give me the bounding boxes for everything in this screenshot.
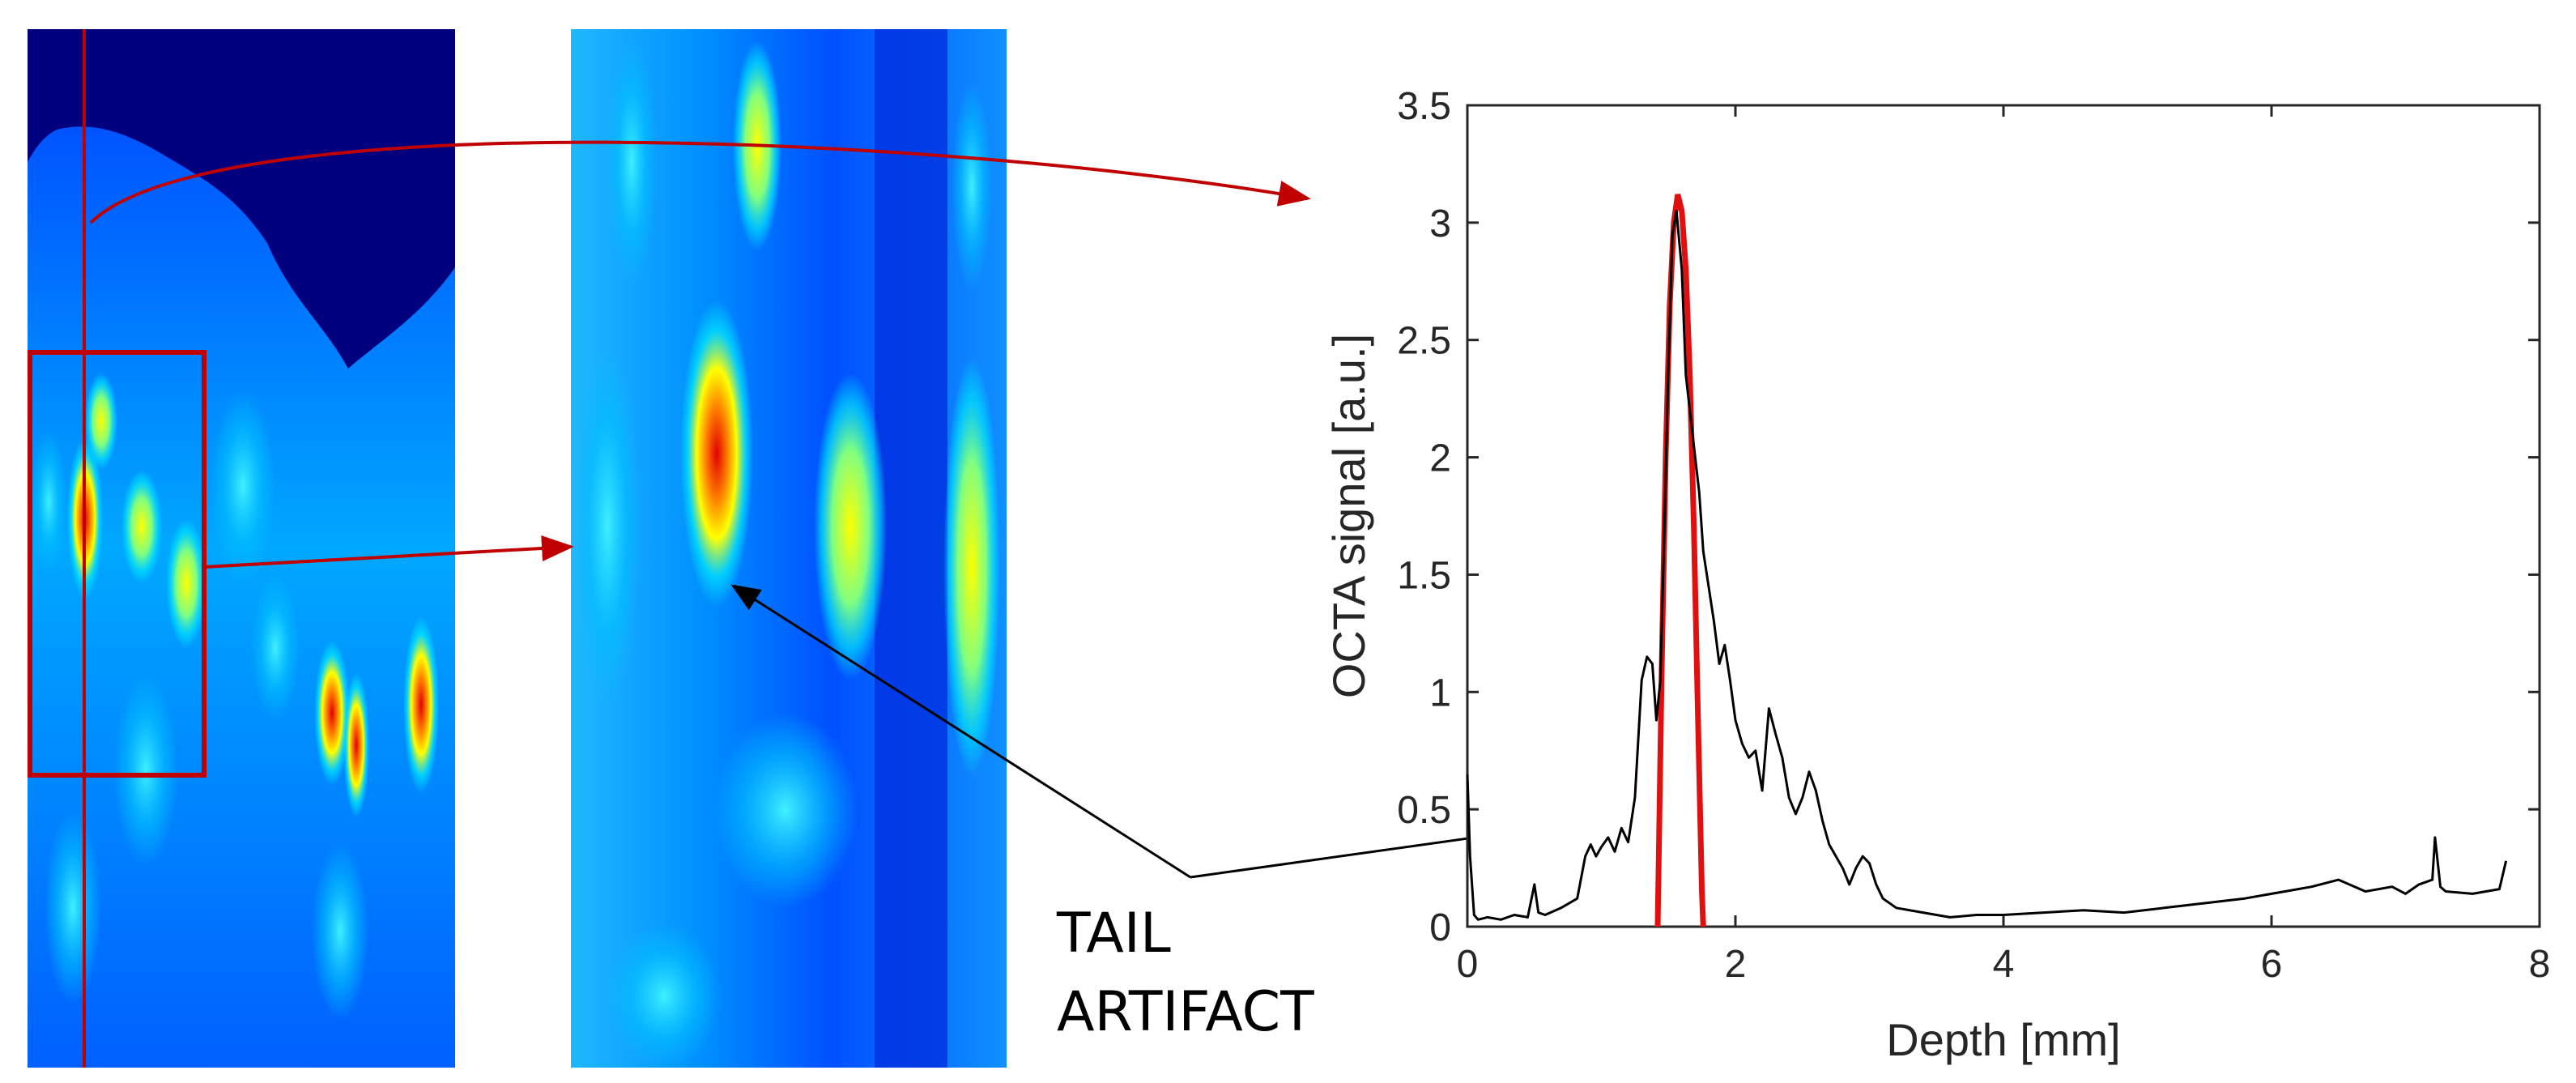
bscan-background [28, 29, 455, 369]
x-tick-label: 6 [2261, 943, 2283, 986]
bscan-vessel [312, 842, 368, 1021]
y-axis-label: OCTA signal [a.u.] [1323, 334, 1374, 698]
y-tick-label: 3 [1429, 203, 1451, 245]
y-tick-label: 1 [1429, 672, 1451, 714]
tail-artifact-arrow-image [730, 584, 1191, 879]
y-tick-label: 0.5 [1397, 789, 1451, 832]
bscan-vessel [314, 640, 350, 786]
zoomed-bscan-image [571, 29, 1007, 1068]
zoom-vessel [713, 713, 858, 907]
y-tick-label: 2.5 [1397, 320, 1451, 363]
bscan-vessel [113, 672, 178, 867]
zoom-vessel [814, 373, 887, 680]
zoom-vessel [943, 356, 1000, 778]
y-tick-label: 0 [1429, 906, 1451, 949]
zoom-vessel [680, 300, 753, 608]
tail-artifact-label-line2: ARTIFACT [1057, 980, 1314, 1044]
octa-signal-plot: 0 2 4 6 8 0 0.5 1 1.5 2 2.5 3 3.5 Depth [mm] OCTA s… [1323, 85, 2550, 1065]
plot-frame [1466, 104, 2541, 928]
bscan-vessel [45, 810, 101, 1004]
octa-signal-line [1466, 209, 2508, 921]
y-tick-label: 2 [1429, 437, 1451, 480]
bscan-vessel [343, 672, 369, 818]
bscan-vessel [31, 429, 66, 575]
bscan-vessel [251, 575, 300, 721]
y-tick-label: 3.5 [1397, 85, 1451, 128]
x-axis-label: Depth [mm] [1886, 1014, 2120, 1065]
zoom-arrow [203, 535, 574, 569]
bscan-vessel [85, 373, 117, 470]
zoom-vessel [575, 348, 640, 705]
tail-artifact-label-line1: TAIL [1056, 902, 1171, 966]
y-axis: 0 0.5 1 1.5 2 2.5 3 3.5 [1397, 85, 2540, 949]
zoom-dark-band [875, 29, 947, 1068]
zoom-vessel [607, 923, 721, 1068]
zoom-vessel [952, 81, 992, 292]
y-tick-label: 1.5 [1397, 554, 1451, 597]
bscan-vessel [403, 616, 439, 794]
bscan-image [28, 29, 455, 1068]
ascan-to-plot-arrow [89, 140, 1311, 224]
x-tick-label: 4 [1993, 943, 2015, 986]
x-tick-label: 0 [1457, 943, 1479, 986]
bscan-vessel [166, 518, 207, 648]
x-tick-label: 2 [1725, 943, 1747, 986]
zoom-region-box [28, 350, 207, 778]
bscan-vessel [121, 470, 162, 583]
zoom-vessel [607, 41, 656, 284]
x-axis: 0 2 4 6 8 [1457, 105, 2551, 986]
x-tick-label: 8 [2529, 943, 2551, 986]
bscan-vessel [211, 389, 275, 583]
